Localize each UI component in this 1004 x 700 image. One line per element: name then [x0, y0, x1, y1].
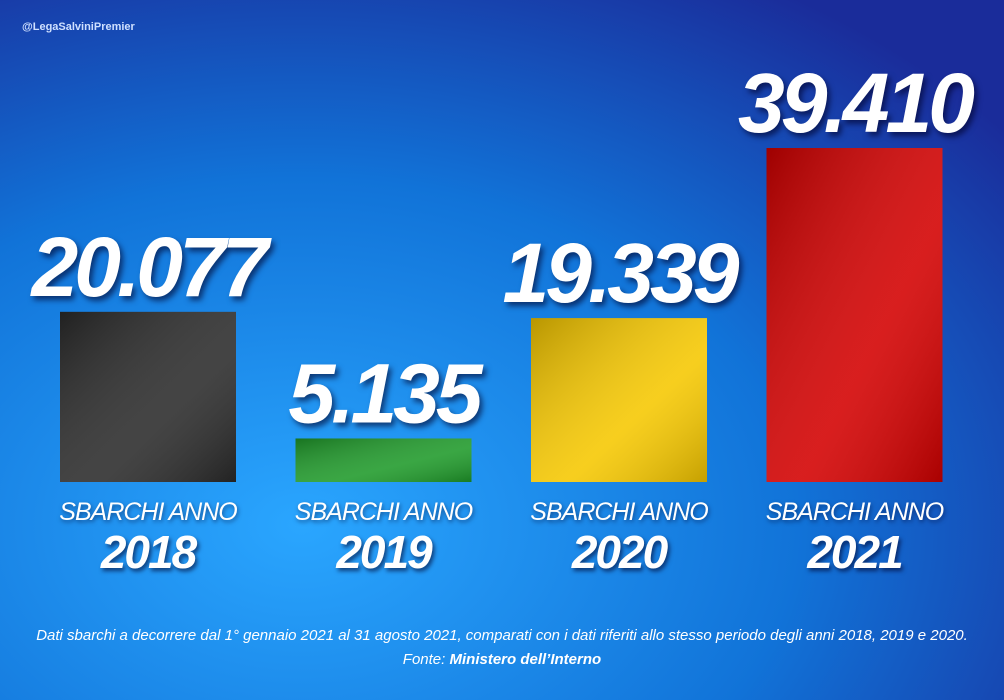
footnote: Dati sbarchi a decorrere dal 1° gennaio …	[36, 627, 968, 644]
x-tick-label: 2019	[335, 526, 433, 578]
category-label: SBARCHI ANNO	[295, 498, 473, 526]
category-label: SBARCHI ANNO	[530, 498, 708, 526]
x-tick-label: 2020	[571, 526, 669, 578]
bar-shade	[60, 311, 236, 482]
value-label: 39.410	[738, 56, 974, 150]
bar-shade	[766, 148, 943, 482]
value-label: 20.077	[30, 220, 272, 314]
watermark: @LegaSalviniPremier	[22, 21, 136, 33]
bar-shade	[531, 318, 707, 482]
value-label: 19.339	[503, 226, 740, 320]
category-label: SBARCHI ANNO	[766, 498, 944, 526]
x-tick-label: 2018	[100, 526, 198, 578]
x-tick-label: 2021	[806, 526, 902, 578]
bar-shade	[295, 438, 472, 482]
value-label: 5.135	[288, 346, 483, 440]
source: Ministero dell’Interno	[450, 651, 602, 668]
source-label: Fonte:	[403, 651, 446, 668]
category-label: SBARCHI ANNO	[59, 498, 237, 526]
source-line: Fonte: Ministero dell’Interno	[403, 651, 601, 668]
